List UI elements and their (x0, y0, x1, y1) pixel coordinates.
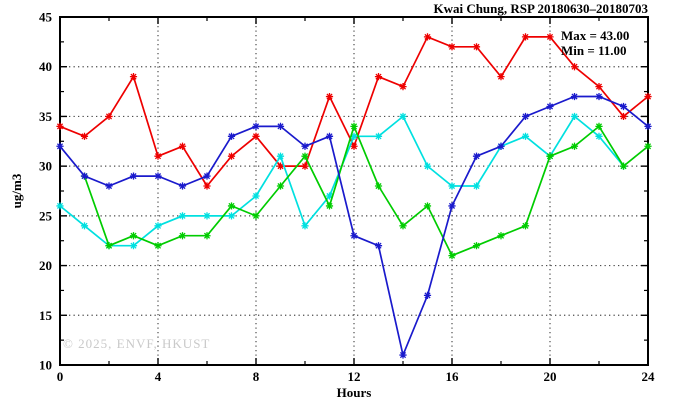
y-tick-label: 20 (39, 258, 52, 273)
x-tick-label: 4 (155, 369, 162, 384)
y-tick-label: 45 (39, 10, 53, 25)
y-axis-label: ug/m3 (9, 173, 24, 209)
y-tick-label: 25 (39, 208, 53, 223)
x-tick-label: 24 (642, 369, 656, 384)
x-tick-label: 0 (57, 369, 64, 384)
x-tick-label: 8 (253, 369, 260, 384)
plot-border (59, 16, 649, 366)
y-tick-label: 40 (39, 59, 52, 74)
legend-max-value: Max = 43.00 (561, 28, 630, 43)
series-markers-day-blue (56, 92, 652, 359)
y-tick-label: 15 (39, 308, 53, 323)
series-line-day-green (83, 123, 649, 257)
chart-title: Kwai Chung, RSP 20180630–20180703 (433, 1, 648, 16)
series-line-day-red (59, 35, 649, 188)
x-axis-label: Hours (336, 385, 372, 400)
x-tick-label: 12 (348, 369, 361, 384)
y-tick-label: 10 (39, 358, 52, 373)
series-markers-day-green (80, 122, 652, 260)
x-tick-label: 20 (544, 369, 557, 384)
x-tick-label: 16 (446, 369, 460, 384)
watermark: © 2025, ENVF, HKUST (63, 336, 211, 351)
legend: Max = 43.00 Min = 11.00 (561, 28, 629, 58)
series-markers-day-red (56, 33, 652, 190)
series-line-day-cyan (59, 115, 625, 247)
legend-min-value: Min = 11.00 (561, 43, 627, 58)
y-tick-label: 30 (39, 159, 52, 174)
y-tick-label: 35 (39, 109, 53, 124)
